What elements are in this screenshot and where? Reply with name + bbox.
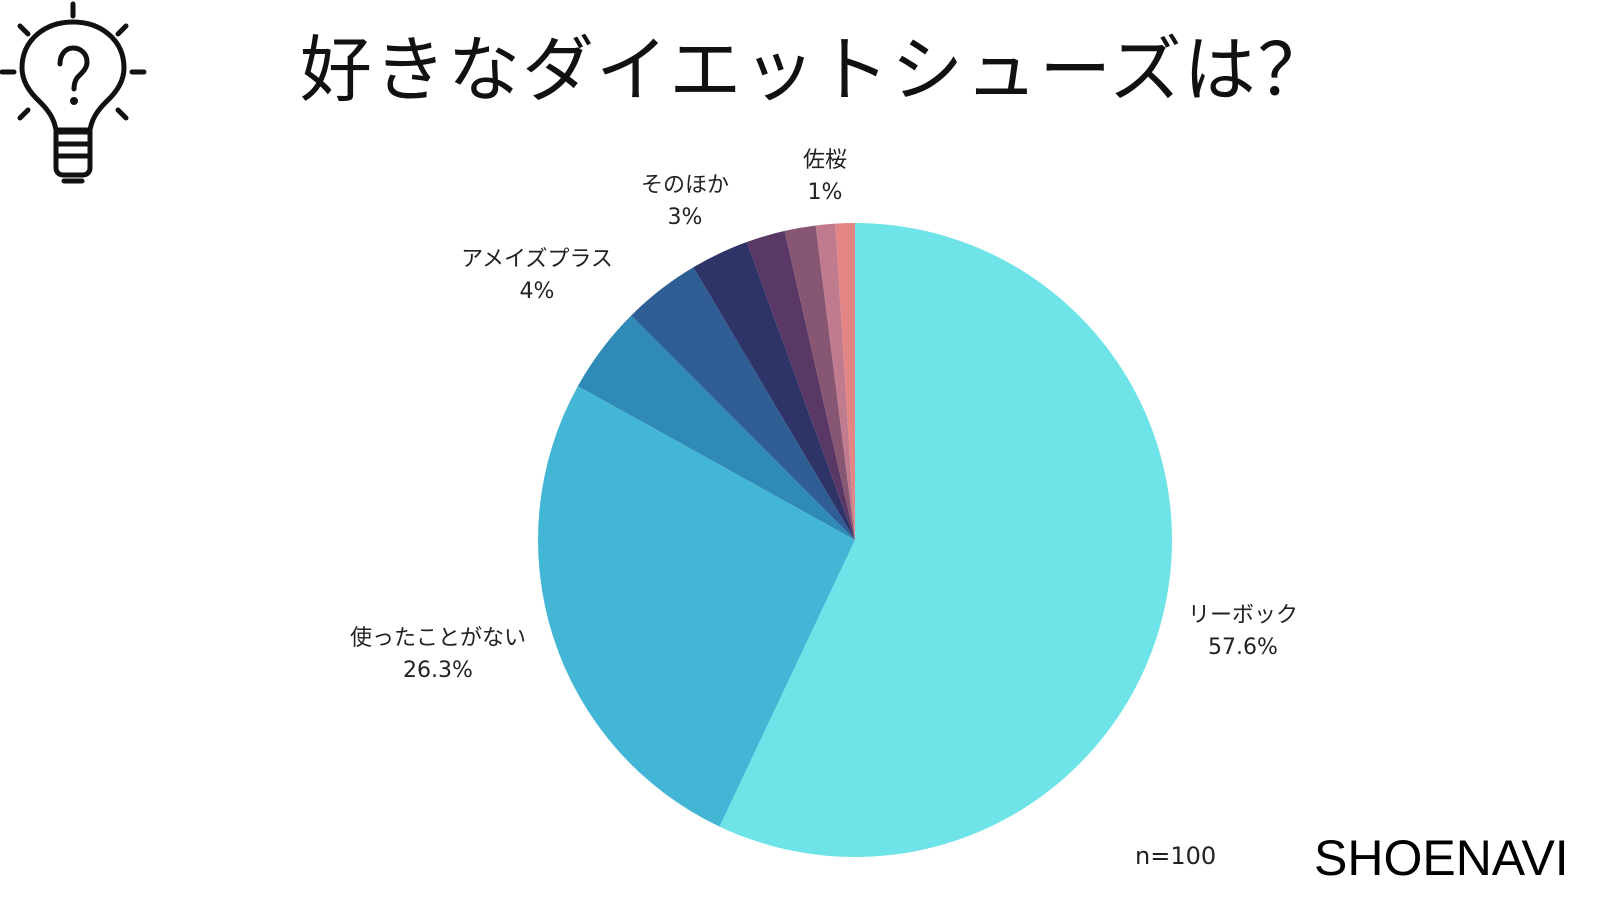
pie-slice-3 (631, 267, 855, 540)
pie-slice-4 (693, 242, 855, 541)
slice-label-3: アメイズプラス (461, 247, 613, 272)
pie-slices (538, 222, 1172, 858)
pie-slice-2 (577, 315, 855, 540)
pie-labels: リーボック 57.6% 使ったことがない 26.3% アメイズプラス 4% そのほか 3% 佐桜… (350, 148, 1298, 683)
lightbulb-question-icon (0, 1, 147, 184)
brand-logo: SHOENAVI (1314, 830, 1569, 886)
slice-value-label-0: 57.6% (1208, 635, 1278, 660)
slice-label-4: そのほか (641, 173, 729, 198)
slice-value-label-3: 4% (520, 279, 555, 304)
slice-value-label-4: 3% (668, 205, 703, 230)
pie-slice-8 (835, 222, 855, 540)
chart-title: 好きなダイエットシューズは？ (300, 28, 1332, 112)
slice-label-1: 使ったことがない (350, 626, 526, 651)
slice-label-0: リーボック (1188, 603, 1298, 628)
pie-slice-1 (538, 386, 855, 827)
pie-slice-6 (784, 225, 855, 540)
slice-label-8: 佐桜 (803, 148, 847, 173)
sample-size: n=100 (1135, 842, 1217, 870)
pie-slice-5 (746, 230, 855, 541)
slice-value-label-8: 1% (808, 180, 843, 205)
pie-slice-7 (815, 223, 855, 541)
slice-value-label-1: 26.3% (403, 658, 473, 683)
pie-slice-0 (719, 223, 1172, 858)
